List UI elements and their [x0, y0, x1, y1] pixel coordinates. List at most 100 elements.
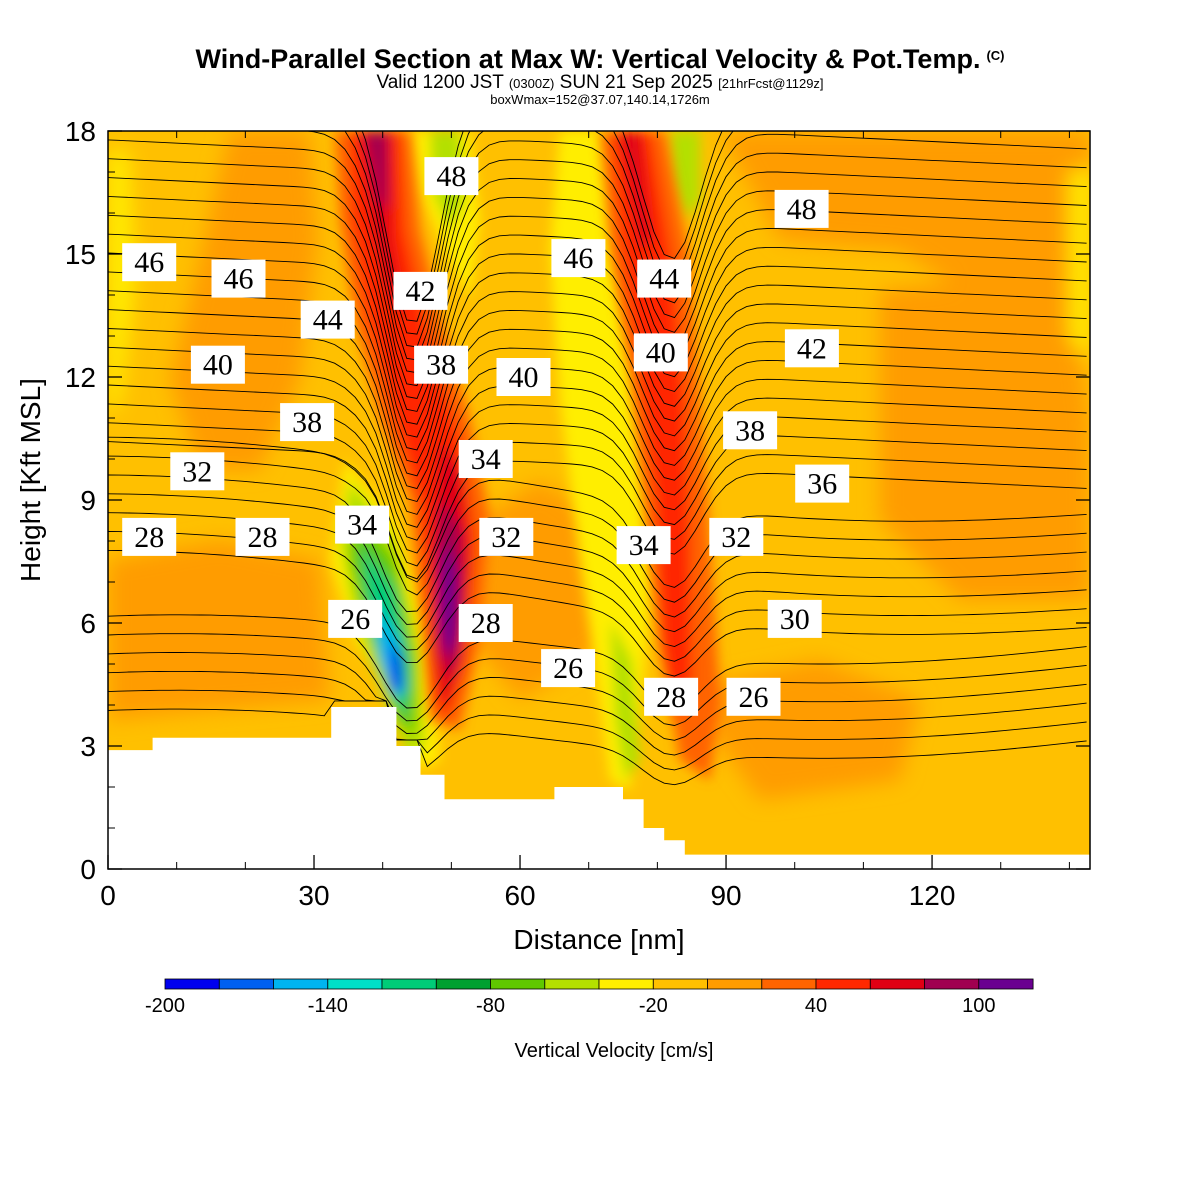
- contour-label-group: 44: [637, 259, 692, 298]
- contour-label-40: 40: [646, 336, 676, 369]
- colorbar-bin: [652, 978, 708, 990]
- contour-label-box: [637, 259, 692, 298]
- contour-label-box: [633, 333, 688, 372]
- contour-label-44: 44: [313, 304, 343, 337]
- contour-label-box: [767, 599, 822, 638]
- x-axis-title: Distance [nm]: [513, 924, 684, 955]
- contour-label-26: 26: [553, 652, 583, 685]
- contour-label-group: 32: [479, 517, 534, 556]
- colorbar-bin: [815, 978, 871, 990]
- orange-region-right: [880, 270, 1090, 600]
- colorbar-bin: [707, 978, 763, 990]
- colorbar-bin: [164, 978, 220, 990]
- isentrope-line: [108, 474, 1087, 618]
- orange-region-upper-left: [170, 131, 318, 470]
- forecast-info: [21hrFcst@1129z]: [718, 76, 824, 91]
- contour-label-box: [644, 677, 699, 716]
- isentrope-line: [108, 441, 1087, 580]
- x-tick-label: 120: [909, 880, 956, 911]
- isentrope-line: [108, 422, 1087, 567]
- contour-label-group: 38: [723, 411, 778, 450]
- updraft2-crimson: [620, 131, 652, 250]
- isentrope-line: [108, 346, 1087, 515]
- contour-label-box: [795, 464, 850, 503]
- contour-label-34: 34: [629, 529, 659, 562]
- isentrope-line: [108, 158, 1087, 387]
- contour-label-40: 40: [509, 361, 539, 394]
- colorbar-bin: [761, 978, 817, 990]
- contour-label-box: [458, 604, 513, 642]
- contour-label-32: 32: [491, 521, 521, 554]
- contour-label-42: 42: [797, 332, 827, 365]
- yellow-strip-right: [1070, 170, 1090, 360]
- yellow-strip-left: [108, 150, 135, 420]
- isentrope-line: [108, 290, 1087, 477]
- contour-label-42: 42: [406, 275, 436, 308]
- contour-label-28: 28: [134, 521, 164, 554]
- plot-area: 48 48 46 46 46 44 44 42 42 40 40 40 38 38 38 36 34 34 34 32…: [108, 131, 1090, 869]
- isentrope-line: [302, 131, 1087, 361]
- contour-label-group: 44: [300, 300, 355, 339]
- y-tick-label: 6: [80, 608, 96, 639]
- contour-label-26: 26: [340, 603, 370, 636]
- valid-prefix: Valid 1200 JST: [376, 72, 504, 93]
- isentrope-line: [108, 493, 1087, 633]
- contour-label-box: [170, 452, 225, 491]
- contour-label-34: 34: [347, 509, 377, 542]
- isentrope-line: [108, 365, 1087, 528]
- contour-label-28: 28: [656, 681, 686, 714]
- isentrope-line: [108, 271, 1087, 464]
- colorbar-bin: [544, 978, 600, 990]
- box-wmax-info: boxWmax=152@37.07,140.14,1726m: [490, 92, 710, 107]
- contour-label-box: [479, 517, 534, 556]
- colorbar-tick-label: -80: [476, 995, 505, 1017]
- contour-label-group: 34: [458, 440, 513, 478]
- valid-utc: (0300Z): [508, 76, 555, 91]
- colorbar-bin: [218, 978, 275, 990]
- x-tick-label: 90: [710, 880, 741, 911]
- colorbar-tick-label: 40: [805, 995, 827, 1017]
- colorbar-tick-label: -20: [639, 995, 668, 1017]
- contour-label-group: 42: [393, 271, 448, 310]
- contour-label-box: [709, 517, 764, 556]
- colorbar-bin: [435, 978, 491, 990]
- isentrope-line: [108, 670, 1087, 756]
- contour-label-box: [414, 345, 469, 384]
- contour-label-box: [723, 411, 778, 450]
- contour-label-box: [616, 526, 671, 565]
- isentrope-line: [108, 403, 1087, 554]
- colorbar-bin: [924, 978, 980, 990]
- contour-label-group: 42: [784, 329, 839, 368]
- contour-label-box: [784, 329, 839, 368]
- colorbar-bin: [869, 978, 925, 990]
- contour-label-38: 38: [735, 414, 765, 447]
- isentrope-line: [108, 614, 1087, 712]
- downdraft2-upper-green: [670, 131, 700, 220]
- copyright-mark: (C): [986, 48, 1005, 63]
- contour-label-group: 26: [541, 649, 596, 688]
- contour-label-38: 38: [426, 349, 456, 382]
- terrain-profile: [108, 707, 1090, 869]
- isentrope-line: [108, 700, 1087, 786]
- isentrope-line: [108, 252, 1087, 451]
- x-tick-label: 0: [100, 880, 116, 911]
- x-tick-label: 30: [298, 880, 329, 911]
- contour-label-box: [551, 239, 606, 278]
- orange-region-lower-left: [108, 540, 330, 720]
- contour-label-group: 28: [235, 517, 290, 556]
- isentrope-line: [108, 436, 1087, 588]
- y-tick-label: 12: [65, 362, 96, 393]
- contour-label-group: 46: [551, 239, 606, 278]
- contour-label-box: [458, 440, 513, 478]
- contour-label-group: 40: [496, 358, 551, 396]
- contour-label-30: 30: [780, 603, 810, 636]
- contour-label-box: [774, 189, 829, 228]
- contour-label-46: 46: [134, 246, 164, 279]
- contour-label-28: 28: [248, 521, 278, 554]
- contour-label-26: 26: [739, 681, 769, 714]
- x-tick-label: 60: [504, 880, 535, 911]
- isentrope-line: [108, 328, 1087, 503]
- contour-label-34: 34: [471, 443, 501, 476]
